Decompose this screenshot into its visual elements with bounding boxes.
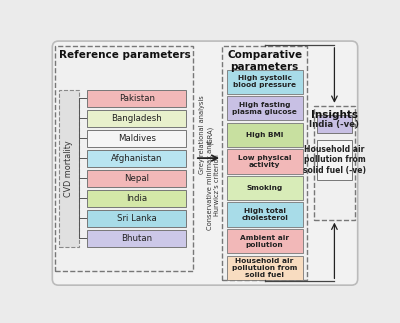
FancyBboxPatch shape (227, 203, 303, 227)
FancyBboxPatch shape (317, 115, 352, 133)
Text: CVD mortality: CVD mortality (64, 140, 74, 197)
Text: Household air
pollutuion from
solid fuel: Household air pollutuion from solid fuel (232, 258, 297, 278)
FancyBboxPatch shape (52, 41, 358, 285)
FancyBboxPatch shape (317, 140, 352, 180)
Text: Bangladesh: Bangladesh (112, 114, 162, 122)
Text: Insights: Insights (311, 109, 358, 120)
FancyBboxPatch shape (227, 123, 303, 147)
FancyBboxPatch shape (87, 190, 186, 207)
Text: High total
cholesterol: High total cholesterol (241, 208, 288, 221)
FancyBboxPatch shape (227, 96, 303, 120)
Text: Comparative
parameters: Comparative parameters (227, 50, 302, 72)
FancyBboxPatch shape (222, 47, 307, 280)
FancyBboxPatch shape (227, 229, 303, 253)
FancyBboxPatch shape (59, 89, 79, 247)
Text: Grey relational analysis
(GRA): Grey relational analysis (GRA) (200, 96, 213, 174)
FancyBboxPatch shape (87, 230, 186, 247)
FancyBboxPatch shape (314, 106, 355, 220)
Text: High systolic
blood pressure: High systolic blood pressure (233, 75, 296, 88)
FancyBboxPatch shape (227, 255, 303, 280)
Text: Maldives: Maldives (118, 134, 156, 142)
FancyBboxPatch shape (87, 150, 186, 167)
Text: Smoking: Smoking (246, 185, 283, 191)
Text: Sri Lanka: Sri Lanka (117, 214, 157, 223)
Text: High fasting
plasma glucose: High fasting plasma glucose (232, 102, 297, 115)
FancyBboxPatch shape (227, 69, 303, 94)
FancyBboxPatch shape (87, 130, 186, 147)
FancyBboxPatch shape (56, 46, 193, 271)
FancyBboxPatch shape (227, 149, 303, 173)
Text: Pakistan: Pakistan (119, 94, 155, 102)
Text: India: India (126, 194, 147, 203)
Text: Conservative minimax and
Hurwicz’s criterion: Conservative minimax and Hurwicz’s crite… (208, 140, 220, 230)
FancyBboxPatch shape (87, 170, 186, 187)
FancyBboxPatch shape (87, 109, 186, 127)
Text: High BMI: High BMI (246, 132, 283, 138)
Text: Ambient air
pollution: Ambient air pollution (240, 234, 289, 247)
FancyBboxPatch shape (87, 89, 186, 107)
Text: Afghanistan: Afghanistan (111, 154, 162, 162)
Text: Bhutan: Bhutan (121, 234, 152, 243)
Text: Reference parameters: Reference parameters (58, 50, 190, 60)
Text: Low physical
activity: Low physical activity (238, 155, 292, 168)
Text: Nepal: Nepal (124, 174, 149, 182)
Text: India (-ve): India (-ve) (310, 120, 360, 129)
FancyBboxPatch shape (87, 210, 186, 227)
FancyBboxPatch shape (227, 176, 303, 200)
Text: Household air
pollution from
solid fuel (-ve): Household air pollution from solid fuel … (303, 145, 366, 174)
